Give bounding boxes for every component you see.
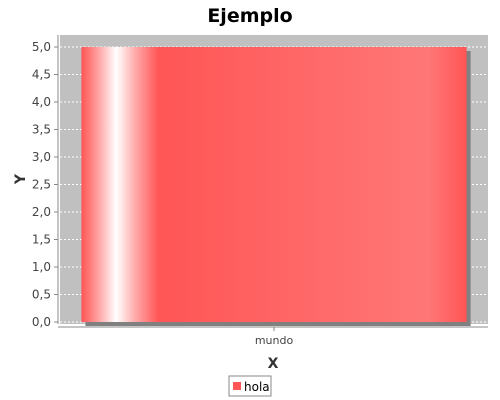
bar-mundo xyxy=(81,47,466,322)
y-tick-label: 0,5 xyxy=(32,288,51,302)
x-axis-title: X xyxy=(268,356,279,372)
legend: hola xyxy=(229,376,271,396)
y-tick-label: 5,0 xyxy=(32,40,51,54)
y-tick-label: 3,5 xyxy=(32,123,51,137)
legend-label-hola: hola xyxy=(244,380,270,394)
y-tick-label: 1,5 xyxy=(32,233,51,247)
y-tick-label: 4,0 xyxy=(32,95,51,109)
y-axis-ticks: 0,0 0,5 1,0 1,5 2,0 2,5 3,0 3,5 4,0 4,5 5,0 xyxy=(32,40,58,329)
legend-swatch-hola xyxy=(233,382,241,390)
y-tick-label: 2,0 xyxy=(32,205,51,219)
y-tick-label: 3,0 xyxy=(32,150,51,164)
x-category-label: mundo xyxy=(255,334,294,347)
y-tick-label: 0,0 xyxy=(32,315,51,329)
y-axis-title: Y xyxy=(13,173,29,185)
y-tick-label: 1,0 xyxy=(32,260,51,274)
x-axis-categories: mundo xyxy=(255,327,294,347)
y-tick-label: 4,5 xyxy=(32,68,51,82)
chart-title: Ejemplo xyxy=(207,5,292,27)
y-tick-label: 2,5 xyxy=(32,178,51,192)
bars xyxy=(81,47,470,326)
